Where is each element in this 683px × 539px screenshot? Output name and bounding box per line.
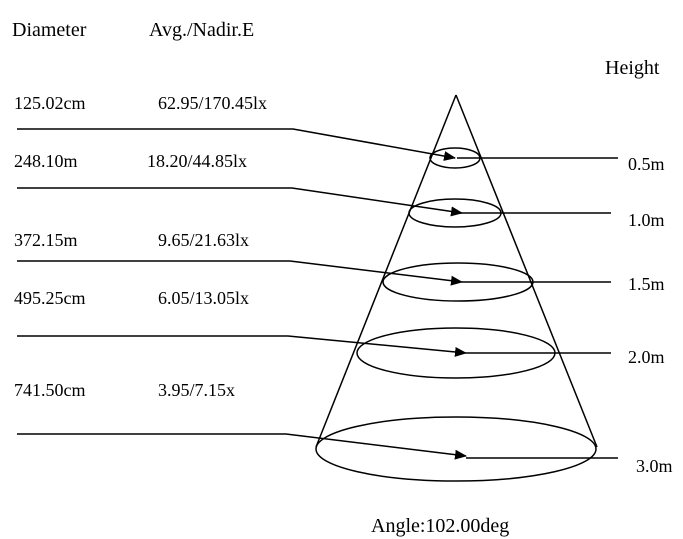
- row-diameter: 125.02cm: [14, 93, 86, 113]
- row-illuminance: 62.95/170.45lx: [158, 93, 267, 113]
- cone-right-edge: [455, 94, 598, 448]
- diameter-header: Diameter: [12, 19, 87, 41]
- pointer-line-2.0m: [17, 335, 467, 357]
- row-height: 3.0m: [636, 456, 673, 476]
- row-diameter: 495.25cm: [14, 288, 86, 308]
- row-height: 1.0m: [628, 210, 665, 230]
- row-diameter: 248.10m: [14, 151, 78, 171]
- row-illuminance: 18.20/44.85lx: [147, 151, 247, 171]
- avg-nadir-header: Avg./Nadir.E: [149, 19, 254, 41]
- cone-left-edge: [315, 94, 457, 448]
- row-height: 0.5m: [628, 154, 665, 174]
- row-diameter: 372.15m: [14, 230, 78, 250]
- pointer-line-0.5m: [17, 128, 456, 161]
- row-illuminance: 6.05/13.05lx: [158, 288, 249, 308]
- pointer-line-1.5m: [17, 260, 463, 286]
- pointer-line-1.0m: [17, 187, 463, 217]
- beam-ellipse-3.0m: [315, 416, 597, 482]
- height-header: Height: [605, 57, 660, 79]
- row-illuminance: 3.95/7.15x: [158, 380, 235, 400]
- row-height: 2.0m: [628, 347, 665, 367]
- row-illuminance: 9.65/21.63lx: [158, 230, 249, 250]
- beam-angle-label: Angle:102.00deg: [371, 515, 509, 537]
- row-height: 1.5m: [628, 274, 665, 294]
- pointer-line-3.0m: [17, 433, 467, 460]
- row-diameter: 741.50cm: [14, 380, 86, 400]
